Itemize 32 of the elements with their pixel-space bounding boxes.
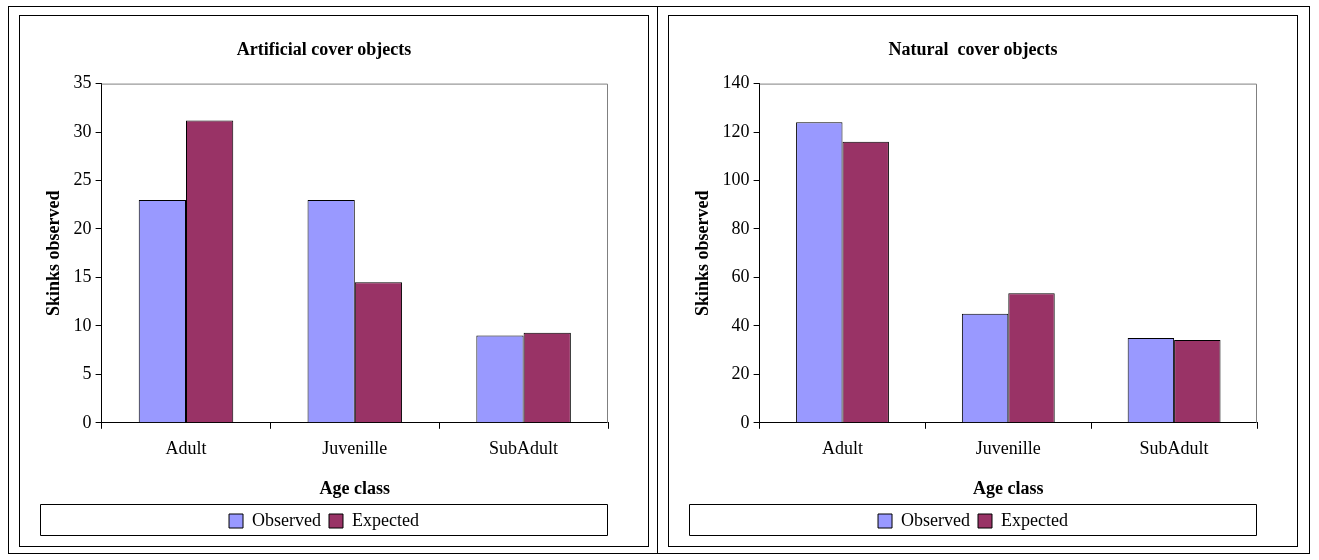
y-tick-label: 5 — [82, 363, 92, 384]
legend-label: Observed — [901, 509, 971, 530]
y-tick-label: 0 — [740, 411, 750, 432]
x-axis-title: Age class — [973, 477, 1044, 498]
x-tick-label: Adult — [165, 438, 207, 459]
y-tick-label: 35 — [73, 72, 92, 93]
x-tick-label: Juvenille — [975, 438, 1041, 459]
legend-label: Expected — [352, 509, 419, 530]
y-tick-label: 80 — [731, 217, 750, 238]
x-tick-label: SubAdult — [489, 438, 559, 459]
legend-label: Observed — [252, 509, 322, 530]
x-tick-label: SubAdult — [1139, 438, 1209, 459]
chart-title: Artificial cover objects — [236, 39, 412, 60]
y-tick-label: 10 — [73, 314, 92, 335]
y-tick-label: 20 — [731, 363, 750, 384]
y-tick-label: 60 — [731, 266, 750, 287]
y-tick-label: 20 — [73, 217, 92, 238]
x-axis-title: Age class — [319, 477, 391, 498]
legend-label: Expected — [1001, 509, 1068, 530]
y-tick-label: 0 — [82, 411, 92, 432]
x-tick-label: Adult — [821, 438, 864, 459]
y-tick-label: 40 — [731, 314, 750, 335]
y-tick-label: 30 — [73, 120, 92, 141]
y-tick-label: 140 — [722, 72, 750, 93]
y-tick-label: 15 — [73, 266, 92, 287]
x-tick-label: Juvenille — [322, 438, 388, 459]
y-axis-title: Skinks observed — [43, 190, 64, 316]
y-axis-title: Skinks observed — [692, 190, 713, 316]
chart-title: Natural cover objects — [888, 39, 1058, 60]
y-tick-label: 120 — [722, 120, 750, 141]
y-tick-label: 100 — [722, 169, 750, 190]
y-tick-label: 25 — [73, 169, 92, 190]
